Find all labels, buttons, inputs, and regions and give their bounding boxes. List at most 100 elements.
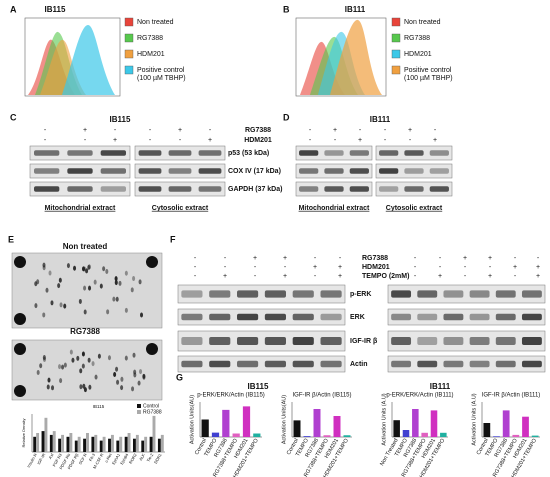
blot-band xyxy=(443,313,464,321)
x-tick-label: EphA1 xyxy=(111,452,122,466)
bar xyxy=(149,436,153,452)
blot-band xyxy=(292,290,314,298)
bar xyxy=(86,433,89,452)
blot-band xyxy=(100,186,126,192)
blot-band xyxy=(469,313,490,321)
bar xyxy=(303,436,311,437)
treatment-sign: + xyxy=(338,264,342,271)
blot-band xyxy=(443,290,464,298)
dot xyxy=(88,285,92,291)
bar xyxy=(52,431,56,452)
bar xyxy=(74,440,78,452)
dot xyxy=(115,296,119,302)
treatment-sign: + xyxy=(283,255,287,262)
treatment-sign: + xyxy=(438,273,442,280)
blot-band xyxy=(469,337,490,345)
bar xyxy=(531,435,539,437)
blot-band xyxy=(521,337,542,345)
dot xyxy=(82,383,86,389)
dot xyxy=(142,373,146,379)
blot-band xyxy=(264,290,286,298)
dot xyxy=(63,362,67,368)
blot xyxy=(387,355,546,373)
legend-swatch xyxy=(137,404,141,408)
protein-label: GAPDH (37 kDa) xyxy=(228,186,282,193)
blot-band xyxy=(67,186,93,192)
dot xyxy=(79,368,83,374)
blot-band xyxy=(264,360,286,368)
bar xyxy=(108,438,111,452)
x-tick-label: ALK xyxy=(138,452,146,461)
blot-band xyxy=(349,150,369,156)
dot xyxy=(71,357,75,363)
treatment-sign: - xyxy=(489,264,492,271)
reference-spot xyxy=(14,256,26,268)
treatment-sign: - xyxy=(314,255,317,262)
dot xyxy=(133,372,137,378)
treatment-sign: - xyxy=(414,255,417,262)
bar xyxy=(127,433,131,452)
protein-label: IGF-IR β xyxy=(350,338,378,345)
blot-band xyxy=(349,186,369,192)
dot xyxy=(132,276,136,282)
blot-band xyxy=(404,186,424,192)
treatment-label: RG7388 xyxy=(362,255,388,262)
bar xyxy=(69,433,73,452)
blot-band xyxy=(429,186,449,192)
bar xyxy=(58,438,62,452)
dot xyxy=(139,369,143,375)
blot-band xyxy=(320,313,342,321)
blot-band xyxy=(181,313,203,321)
blot-band xyxy=(67,168,93,174)
x-tick-label: Axl xyxy=(47,452,54,459)
dot xyxy=(115,366,119,372)
panel-label: A xyxy=(10,4,17,14)
dot xyxy=(94,374,98,380)
panel-label: G xyxy=(176,372,183,382)
treatment-sign: + xyxy=(83,127,87,134)
treatment-sign: + xyxy=(253,255,257,262)
blot-band xyxy=(417,337,438,345)
bar xyxy=(421,432,428,437)
panel-title: IB115 xyxy=(248,382,269,391)
bar xyxy=(102,436,106,452)
treatment-sign: - xyxy=(284,264,287,271)
treatment-sign: - xyxy=(84,137,87,144)
legend-label: Positive control (100 µM TBHP) xyxy=(137,67,186,82)
blot-band xyxy=(209,313,231,321)
panel-title: IB115 xyxy=(110,115,131,124)
legend-swatch xyxy=(391,49,401,59)
bar xyxy=(323,435,331,437)
y-axis-label: Activation Units (A.U) xyxy=(381,393,387,445)
treatment-sign: - xyxy=(309,127,312,134)
dot xyxy=(124,270,128,276)
dot xyxy=(48,270,52,276)
bar xyxy=(99,440,103,452)
blot-band xyxy=(237,360,259,368)
dot xyxy=(45,287,49,293)
blot-band xyxy=(100,150,126,156)
blot-band xyxy=(67,150,93,156)
treatment-sign: + xyxy=(488,273,492,280)
bar xyxy=(430,410,438,437)
bar xyxy=(124,436,128,452)
bar xyxy=(41,431,45,452)
treatment-sign: + xyxy=(358,137,362,144)
bar xyxy=(49,434,53,452)
bar xyxy=(483,423,491,437)
treatment-sign: + xyxy=(283,273,287,280)
dot xyxy=(99,283,103,289)
blot-band xyxy=(379,168,399,174)
dot xyxy=(57,283,61,289)
treatment-sign: + xyxy=(536,273,540,280)
bar xyxy=(333,416,341,437)
x-tick-label: IGF-IR xyxy=(36,452,46,465)
dot xyxy=(63,303,67,309)
legend-label: RG7388 xyxy=(404,35,430,42)
extract-label: Cytosolic extract xyxy=(152,205,209,212)
legend-swatch xyxy=(137,410,141,414)
dot xyxy=(76,355,80,361)
blot-band xyxy=(495,360,516,368)
bar xyxy=(343,435,351,437)
